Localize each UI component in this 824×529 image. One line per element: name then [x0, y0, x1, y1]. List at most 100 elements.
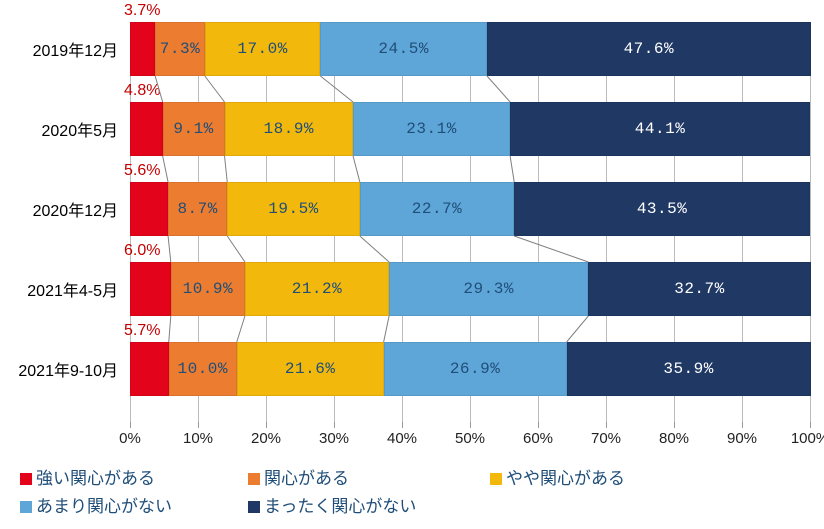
category-label: 2020年5月 — [42, 117, 131, 141]
bar-segment-some_interest: 18.9% — [225, 102, 354, 156]
bar-segment-interest: 9.1% — [163, 102, 225, 156]
bar-segment-strong_interest — [130, 102, 163, 156]
bar-segment-little_interest: 23.1% — [353, 102, 510, 156]
value-label: 10.0% — [177, 360, 228, 378]
value-label: 21.2% — [292, 280, 343, 298]
axis-tick-label: 20% — [251, 430, 281, 447]
value-label: 10.9% — [183, 280, 234, 298]
bar-segment-interest: 8.7% — [168, 182, 227, 236]
legend-label: 強い関心がある — [36, 469, 155, 488]
value-label: 47.6% — [624, 40, 675, 58]
bar-segment-interest: 7.3% — [155, 22, 205, 76]
axis-tick — [402, 422, 403, 428]
value-label: 4.8% — [124, 82, 160, 100]
axis-tick-label: 70% — [591, 430, 621, 447]
axis-tick — [334, 422, 335, 428]
axis-tick-label: 80% — [659, 430, 689, 447]
legend-swatch — [248, 501, 260, 513]
axis-tick-label: 90% — [727, 430, 757, 447]
legend-swatch — [490, 473, 502, 485]
axis-tick — [130, 422, 131, 428]
value-label: 22.7% — [412, 200, 463, 218]
bar-segment-interest: 10.9% — [171, 262, 245, 316]
axis-tick — [470, 422, 471, 428]
axis-tick-label: 60% — [523, 430, 553, 447]
axis-tick-label: 40% — [387, 430, 417, 447]
bar-segment-no_interest: 43.5% — [514, 182, 810, 236]
category-label: 2019年12月 — [33, 37, 130, 61]
legend-label: まったく関心がない — [264, 497, 416, 516]
plot-area: 2019年12月3.7%7.3%17.0%24.5%47.6%2020年5月4.… — [130, 22, 810, 422]
axis-tick-label: 30% — [319, 430, 349, 447]
axis-tick — [742, 422, 743, 428]
axis-tick — [266, 422, 267, 428]
value-label: 7.3% — [160, 40, 200, 58]
value-label: 23.1% — [406, 120, 457, 138]
bar-segment-strong_interest — [130, 22, 155, 76]
bar-segment-no_interest: 32.7% — [588, 262, 810, 316]
value-label: 6.0% — [124, 242, 160, 260]
value-label: 3.7% — [124, 2, 160, 20]
legend-item-little_interest: あまり関心がない — [20, 492, 172, 517]
bar-row: 2020年5月4.8%9.1%18.9%23.1%44.1% — [130, 102, 810, 156]
bar-segment-strong_interest — [130, 182, 168, 236]
bar-segment-no_interest: 44.1% — [510, 102, 810, 156]
legend-item-strong_interest: 強い関心がある — [20, 464, 155, 489]
axis-tick-label: 10% — [183, 430, 213, 447]
value-label: 19.5% — [268, 200, 319, 218]
bar-segment-no_interest: 35.9% — [567, 342, 811, 396]
axis-tick — [606, 422, 607, 428]
value-label: 26.9% — [450, 360, 501, 378]
bar-segment-some_interest: 21.2% — [245, 262, 389, 316]
legend-swatch — [20, 473, 32, 485]
legend-label: やや関心がある — [506, 469, 625, 488]
legend-swatch — [20, 501, 32, 513]
value-label: 32.7% — [674, 280, 725, 298]
category-label: 2020年12月 — [33, 197, 130, 221]
legend-item-interest: 関心がある — [248, 464, 349, 489]
value-label: 18.9% — [264, 120, 315, 138]
axis-tick-label: 100% — [791, 430, 824, 447]
value-label: 24.5% — [378, 40, 429, 58]
legend-label: あまり関心がない — [36, 497, 172, 516]
axis-tick-label: 50% — [455, 430, 485, 447]
axis-tick — [674, 422, 675, 428]
bar-segment-interest: 10.0% — [169, 342, 237, 396]
bar-segment-no_interest: 47.6% — [487, 22, 811, 76]
bar-segment-some_interest: 21.6% — [237, 342, 384, 396]
value-label: 29.3% — [463, 280, 514, 298]
legend-item-some_interest: やや関心がある — [490, 464, 625, 489]
legend-item-no_interest: まったく関心がない — [248, 492, 416, 517]
legend-swatch — [248, 473, 260, 485]
bar-segment-strong_interest — [130, 342, 169, 396]
category-label: 2021年4-5月 — [27, 277, 130, 301]
axis-tick — [198, 422, 199, 428]
value-label: 43.5% — [637, 200, 688, 218]
value-label: 21.6% — [285, 360, 336, 378]
bar-segment-some_interest: 17.0% — [205, 22, 321, 76]
bar-row: 2019年12月3.7%7.3%17.0%24.5%47.6% — [130, 22, 810, 76]
bar-row: 2021年4-5月6.0%10.9%21.2%29.3%32.7% — [130, 262, 810, 316]
value-label: 5.6% — [124, 162, 160, 180]
x-axis: 0%10%20%30%40%50%60%70%80%90%100% — [130, 422, 810, 452]
value-label: 9.1% — [173, 120, 213, 138]
value-label: 8.7% — [177, 200, 217, 218]
bar-row: 2020年12月5.6%8.7%19.5%22.7%43.5% — [130, 182, 810, 236]
bar-segment-little_interest: 26.9% — [384, 342, 567, 396]
bar-segment-strong_interest — [130, 262, 171, 316]
axis-tick — [810, 422, 811, 428]
legend-label: 関心がある — [264, 469, 349, 488]
bar-segment-little_interest: 29.3% — [389, 262, 588, 316]
category-label: 2021年9-10月 — [18, 357, 130, 381]
bar-segment-little_interest: 24.5% — [320, 22, 487, 76]
axis-tick-label: 0% — [119, 430, 141, 447]
axis-tick — [538, 422, 539, 428]
value-label: 17.0% — [237, 40, 288, 58]
bar-segment-some_interest: 19.5% — [227, 182, 360, 236]
bar-row: 2021年9-10月5.7%10.0%21.6%26.9%35.9% — [130, 342, 810, 396]
value-label: 44.1% — [635, 120, 686, 138]
value-label: 5.7% — [124, 322, 160, 340]
value-label: 35.9% — [663, 360, 714, 378]
interest-stacked-bar-chart: 2019年12月 3.7% 7.3% 17.0% 24.5% 47.6% 2020年5月 4.… — [0, 0, 824, 529]
bar-segment-little_interest: 22.7% — [360, 182, 514, 236]
